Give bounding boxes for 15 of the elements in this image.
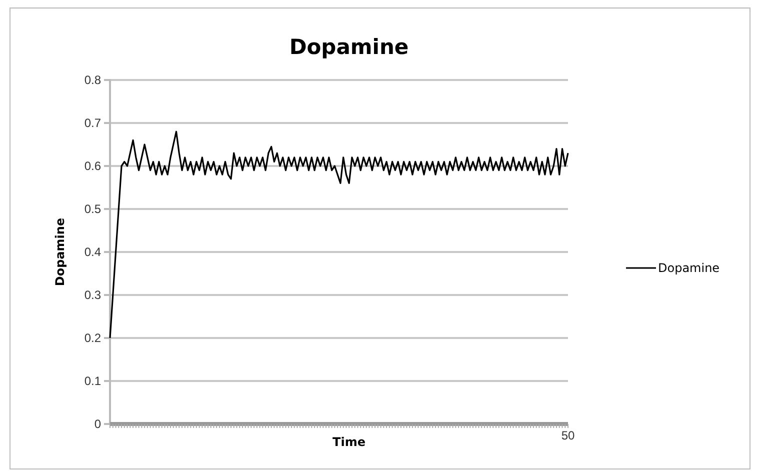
y-tick-label: 0.8	[84, 72, 102, 87]
y-tick-label: 0.6	[84, 158, 102, 173]
y-tick-label: 0.7	[84, 116, 102, 130]
x-tick-label: 50	[561, 428, 575, 443]
y-axis-title: Dopamine	[53, 218, 67, 286]
chart-title: Dopamine	[289, 35, 409, 59]
y-tick-label: 0.5	[84, 202, 102, 216]
y-tick-label: 0	[94, 416, 102, 431]
y-tick-label: 0.4	[84, 244, 102, 259]
y-tick-label: 0.2	[84, 330, 102, 345]
line-series	[109, 130, 569, 339]
y-tick-label: 0.1	[84, 374, 102, 388]
legend-label: Dopamine	[658, 261, 720, 275]
y-tick-label: 0.3	[84, 288, 102, 302]
x-axis-title: Time	[332, 435, 366, 449]
